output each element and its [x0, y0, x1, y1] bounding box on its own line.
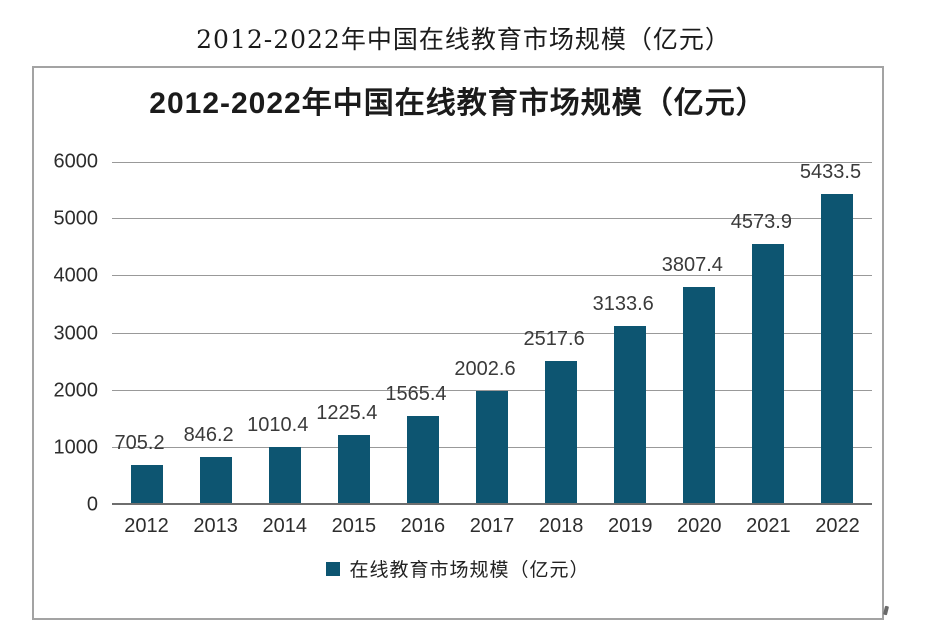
- x-tick-label: 2020: [677, 515, 722, 537]
- bars-group: 705.2 846.2 1010.4 1225.4 1565.4 2002.6 2517.6…: [112, 161, 872, 505]
- bar-value-label: 1010.4: [247, 414, 309, 436]
- bar-slot: 4573.9: [730, 162, 803, 505]
- legend: 在线教育市场规模（亿元）: [34, 555, 882, 582]
- x-tick-label: 2014: [262, 515, 307, 537]
- gridline: [112, 162, 872, 163]
- bar-value-label: 3807.4: [661, 254, 723, 276]
- bar: [683, 287, 716, 505]
- bar: [476, 391, 509, 505]
- gridline: [112, 332, 872, 334]
- bar-value-label: 2517.6: [523, 328, 585, 350]
- bar: [268, 447, 301, 505]
- y-tick-label: 1000: [53, 436, 99, 459]
- bar-value-label: 1565.4: [385, 383, 447, 405]
- bar-value-label: 705.2: [114, 432, 165, 454]
- bar-slot: 2002.6: [454, 162, 526, 505]
- bar: [821, 194, 854, 505]
- gridline: [112, 389, 872, 391]
- bar-slot: 1010.4: [247, 162, 319, 505]
- corner-artifact: [882, 605, 890, 616]
- bar: [406, 416, 439, 505]
- bar: [545, 361, 578, 505]
- x-tick-label: 2019: [607, 515, 653, 537]
- gridline: [112, 275, 872, 277]
- x-tick-label: 2015: [331, 515, 377, 537]
- bar: [752, 244, 785, 505]
- chart-container: 2012-2022年中国在线教育市场规模（亿元） 0 1000 2000 3000 40…: [32, 66, 884, 620]
- bar-value-label: 846.2: [183, 424, 234, 446]
- bar: [337, 435, 370, 505]
- bar-value-label: 1225.4: [316, 402, 378, 424]
- bar: [614, 326, 647, 505]
- y-tick-label: 0: [86, 493, 98, 516]
- bar: [199, 457, 232, 505]
- bar-value-label: 3133.6: [592, 293, 654, 315]
- x-tick-label: 2016: [400, 515, 446, 537]
- bar: [130, 465, 163, 505]
- plot-area: 0 1000 2000 3000 4000 5000 6000 705.2 846.2 1010.…: [54, 151, 872, 537]
- x-tick-label: 2012: [124, 515, 169, 537]
- legend-swatch-icon: [326, 561, 341, 576]
- bar-slot: 1565.4: [385, 162, 457, 505]
- gridline: [112, 218, 872, 220]
- x-tick-label: 2018: [538, 515, 584, 537]
- legend-label: 在线教育市场规模（亿元）: [349, 560, 590, 581]
- y-tick-label: 3000: [53, 322, 99, 344]
- bar-slot: 3807.4: [661, 162, 734, 505]
- x-tick-label: 2021: [746, 515, 791, 537]
- gridline: [112, 503, 872, 505]
- bar-slot: 846.2: [181, 162, 250, 505]
- bar-slot: 1225.4: [316, 162, 388, 505]
- bar-value-label: 4573.9: [730, 211, 792, 233]
- bar-value-label: 2002.6: [454, 358, 516, 380]
- y-tick-label: 5000: [53, 207, 99, 230]
- x-tick-label: 2022: [815, 515, 860, 537]
- y-tick-label: 4000: [53, 264, 99, 287]
- x-tick-label: 2013: [193, 515, 238, 537]
- bar-slot: 5433.5: [799, 161, 872, 505]
- bar-slot: 705.2: [112, 162, 181, 505]
- y-tick-label: 2000: [53, 379, 99, 402]
- x-axis-labels: 2012 2013 2014 2015 2016 2017 2018 2019 2020 2021…: [112, 515, 872, 538]
- bar-value-label: 5433.5: [799, 161, 862, 183]
- bar-slot: 3133.6: [592, 162, 665, 505]
- bar-slot: 2517.6: [523, 162, 596, 505]
- chart-title: 2012-2022年中国在线教育市场规模（亿元）: [149, 87, 767, 120]
- page-title: 2012-2022年中国在线教育市场规模（亿元）: [196, 25, 731, 54]
- x-tick-label: 2017: [469, 515, 515, 537]
- y-tick-label: 6000: [53, 150, 99, 173]
